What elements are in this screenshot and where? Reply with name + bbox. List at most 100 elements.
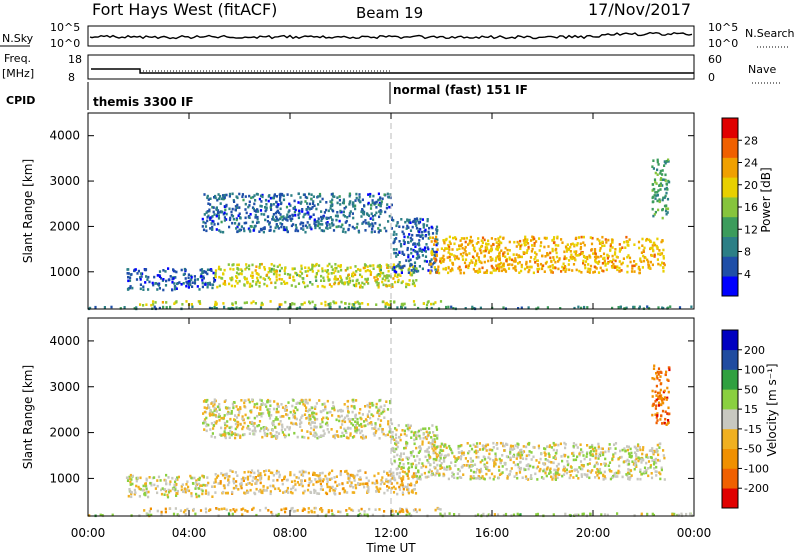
power-cell xyxy=(575,268,578,272)
power-cell xyxy=(411,233,414,237)
velocity-cell xyxy=(221,433,224,437)
velocity-cell xyxy=(347,426,350,430)
power-cell xyxy=(174,286,177,289)
power-cell xyxy=(395,264,398,268)
velocity-cell xyxy=(143,491,146,495)
velocity-cell xyxy=(398,485,401,489)
velocity-cell xyxy=(326,399,329,403)
power-cell xyxy=(435,240,438,243)
nsearch-label: N.Search xyxy=(745,27,795,40)
power-cell xyxy=(399,266,402,269)
velocity-cell xyxy=(212,404,215,408)
velocity-cell xyxy=(244,399,247,402)
velocity-cell xyxy=(259,509,262,512)
velocity-cell xyxy=(225,472,228,476)
power-cell xyxy=(346,267,349,271)
power-cell xyxy=(249,282,252,286)
power-cell xyxy=(412,300,416,303)
velocity-cell xyxy=(299,425,302,428)
velocity-cell xyxy=(445,446,448,450)
velocity-cell xyxy=(354,416,357,419)
velocity-cell xyxy=(294,416,297,420)
velocity-cell xyxy=(242,425,245,429)
velocity-cell xyxy=(311,406,314,410)
power-cell xyxy=(514,257,517,260)
power-cell xyxy=(276,225,279,228)
velocity-colorbar-tick-label: -50 xyxy=(744,443,762,456)
velocity-cell xyxy=(274,434,277,437)
velocity-cell xyxy=(554,478,557,481)
power-cell xyxy=(413,303,416,306)
power-cell xyxy=(202,275,205,278)
velocity-cell xyxy=(189,474,192,478)
power-cell xyxy=(215,302,218,305)
power-cell xyxy=(435,235,438,239)
velocity-cell xyxy=(246,489,249,493)
velocity-cell xyxy=(293,411,297,415)
velocity-cell xyxy=(420,473,423,476)
power-cell xyxy=(308,301,312,305)
power-cell xyxy=(504,246,507,250)
velocity-cell xyxy=(439,467,442,470)
power-cell xyxy=(222,196,225,200)
power-cell xyxy=(212,210,215,214)
power-cell xyxy=(320,217,324,220)
power-cell xyxy=(392,277,395,280)
power-cell xyxy=(270,267,273,271)
velocity-cell xyxy=(223,486,226,490)
velocity-cell xyxy=(552,473,555,476)
velocity-colorbar-tick-label: 15 xyxy=(744,403,758,416)
power-cell xyxy=(384,305,387,308)
power-cell xyxy=(589,236,592,239)
velocity-colorbar-tick-label: -200 xyxy=(744,482,769,495)
velocity-cell xyxy=(237,488,240,491)
velocity-cell xyxy=(396,472,399,475)
power-cell xyxy=(393,230,396,234)
power-cell xyxy=(334,269,337,273)
velocity-cell xyxy=(579,443,582,446)
velocity-cell xyxy=(478,470,481,474)
y-tick-label: 4000 xyxy=(49,129,80,143)
power-cell xyxy=(316,285,319,288)
power-colorbar-swatch xyxy=(722,216,738,237)
power-cell xyxy=(458,244,461,247)
velocity-cell xyxy=(497,465,501,469)
velocity-cell xyxy=(287,433,290,437)
power-cell xyxy=(410,251,413,255)
power-cell xyxy=(211,205,214,209)
velocity-cell xyxy=(438,459,441,462)
power-cell xyxy=(325,217,328,220)
velocity-cell xyxy=(249,474,252,478)
power-cell xyxy=(638,305,641,309)
power-cell xyxy=(288,276,291,279)
velocity-cell xyxy=(296,481,299,484)
power-cell xyxy=(559,307,562,310)
power-cell xyxy=(489,248,493,251)
velocity-cell xyxy=(210,422,213,425)
velocity-cell xyxy=(388,425,391,428)
power-cell xyxy=(214,272,217,275)
velocity-cell xyxy=(642,446,645,449)
velocity-cell xyxy=(405,472,408,476)
velocity-cell xyxy=(401,482,404,485)
velocity-cell xyxy=(473,476,476,480)
velocity-cell xyxy=(271,471,274,475)
velocity-cell xyxy=(266,400,269,403)
velocity-cell xyxy=(167,488,170,492)
power-cell xyxy=(349,266,352,269)
velocity-cell xyxy=(381,410,384,414)
power-cell xyxy=(331,224,334,227)
power-cell xyxy=(340,268,343,272)
velocity-cell xyxy=(439,448,442,452)
velocity-cell xyxy=(387,473,390,477)
velocity-cell xyxy=(301,471,304,474)
power-cell xyxy=(517,262,520,265)
velocity-cell xyxy=(412,488,415,491)
power-cell xyxy=(474,264,477,267)
velocity-cell xyxy=(648,449,651,452)
velocity-cell xyxy=(569,465,572,468)
velocity-cell xyxy=(414,508,417,511)
nsearch-tick-bottom: 10^0 xyxy=(708,37,738,50)
velocity-cell xyxy=(485,472,488,476)
velocity-cell xyxy=(649,466,652,469)
